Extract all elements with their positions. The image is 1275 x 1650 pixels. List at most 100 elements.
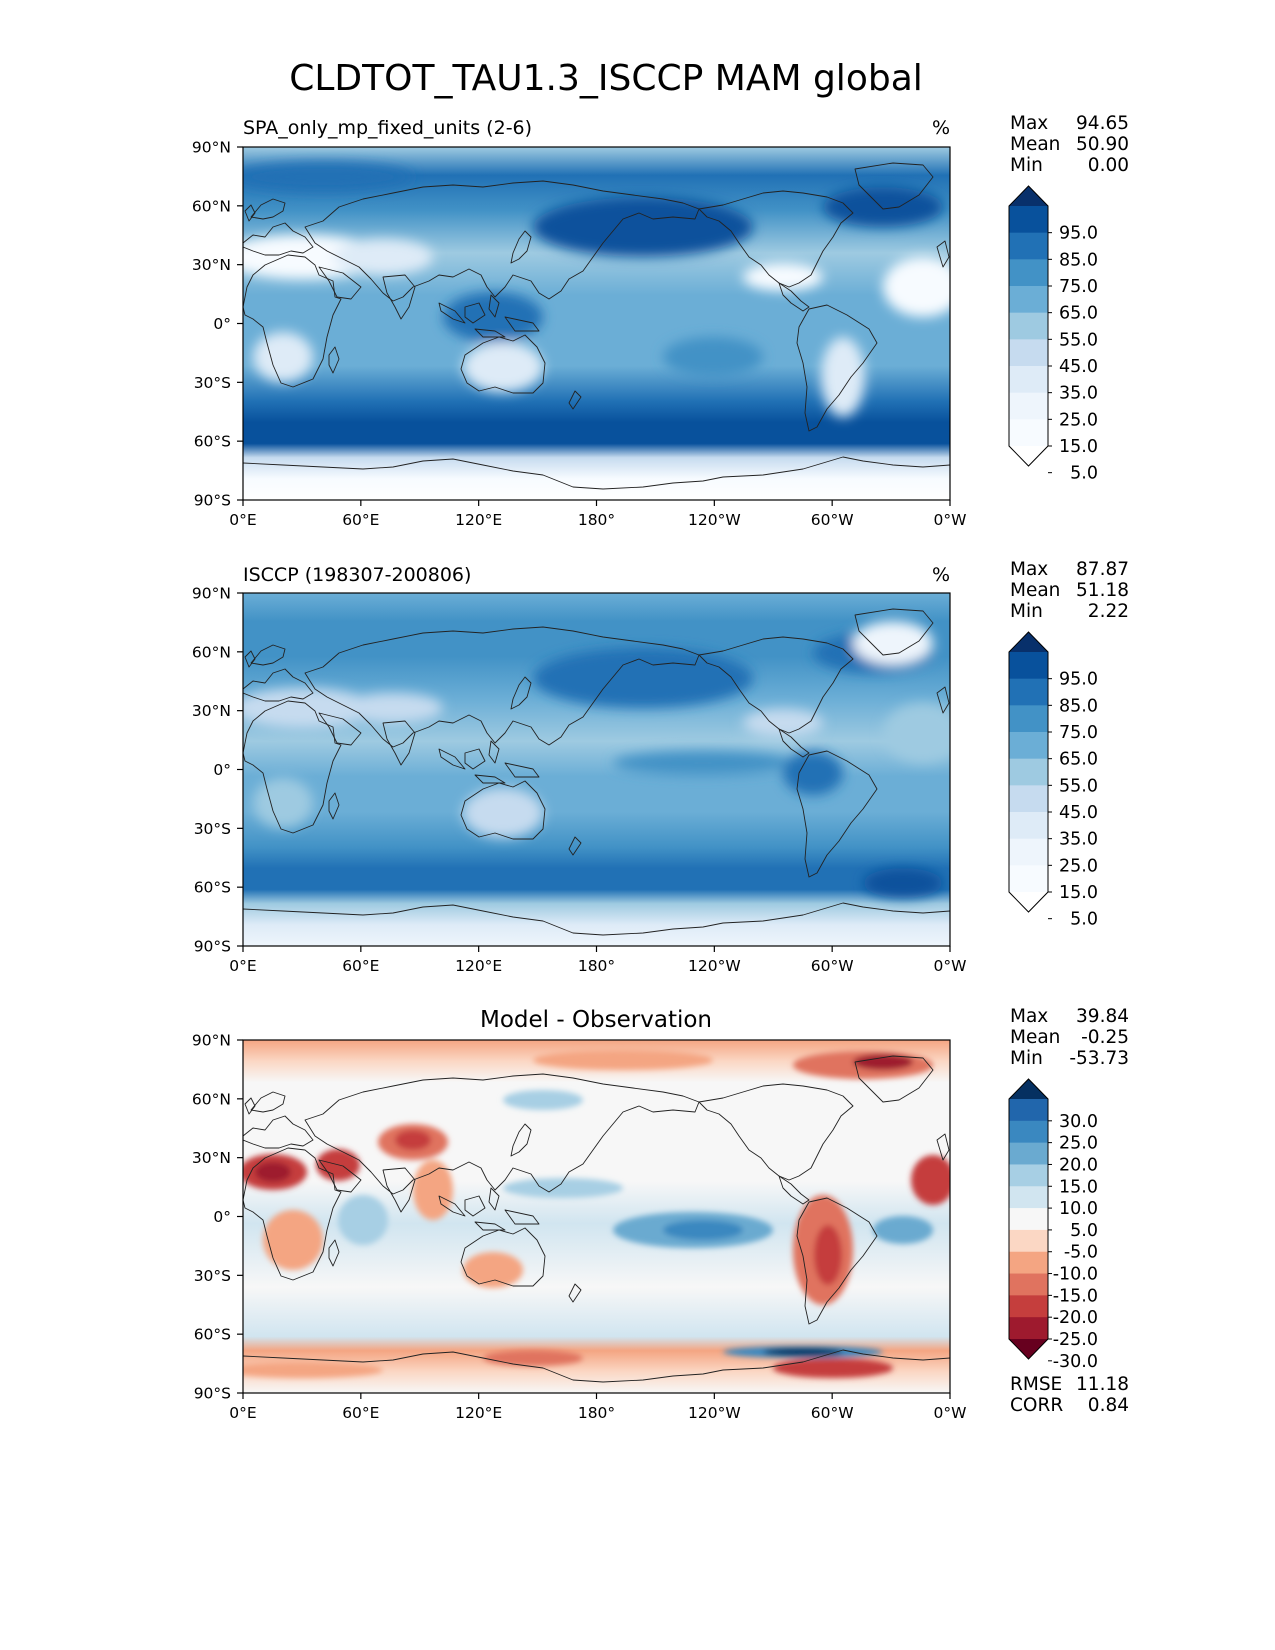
stat-max-label: Max (1010, 113, 1048, 134)
panel-diff: Model - Observation (192, 1006, 1129, 1422)
y-tick-label: 0° (213, 315, 231, 333)
figure-title: CLDTOT_TAU1.3_ISCCP MAM global (289, 58, 923, 99)
colorbar-segment (1009, 1273, 1048, 1296)
colorbar-label: 85.0 (1059, 250, 1098, 270)
colorbar-label: 30.0 (1059, 1112, 1098, 1132)
x-tick-label: 60°W (811, 1404, 854, 1422)
colorbar-cap-top (1009, 186, 1048, 206)
colorbar-label: -10.0 (1053, 1265, 1098, 1285)
stat-min-label: Min (1010, 601, 1043, 622)
y-tick-label: 30°N (192, 256, 231, 274)
colorbar-cap-bottom (1009, 892, 1048, 912)
colorbar-segment (1009, 419, 1048, 447)
y-tick-label: 90°N (192, 585, 231, 603)
colorbar-label: 35.0 (1059, 384, 1098, 404)
colorbar-segment (1009, 232, 1048, 260)
colorbar-label: 65.0 (1059, 304, 1098, 324)
panel-obs: ISCCP (198307-200806) % (192, 559, 1129, 975)
colorbar-segment (1009, 865, 1048, 893)
y-tick-label: 90°S (194, 1385, 231, 1403)
stat-min-label: Min (1010, 1048, 1043, 1069)
colorbar-model: 95.0 85.0 75.0 65.0 55.0 45.0 35.0 25.0 15.0 5.0 (1008, 185, 1098, 484)
map-diff (243, 1040, 950, 1393)
y-tick-label: 90°N (192, 139, 231, 157)
x-tick-label: 180° (578, 1404, 615, 1422)
panel-center-title: Model - Observation (480, 1007, 712, 1033)
map-model (243, 147, 950, 500)
x-tick-label: 0°W (934, 957, 967, 975)
colorbar-label: 10.0 (1059, 1199, 1098, 1219)
colorbar-segment (1009, 259, 1048, 287)
colorbar-segment (1009, 812, 1048, 840)
y-tick-label: 60°S (194, 433, 231, 451)
colorbar-segment (1009, 312, 1048, 340)
colorbar-segment (1009, 339, 1048, 367)
x-tick-label: 0°E (229, 1404, 256, 1422)
colorbar-segment (1009, 1229, 1048, 1253)
colorbar-segment (1009, 758, 1048, 786)
colorbar-segment (1009, 392, 1048, 420)
stats-block: Max 94.65 Mean 50.90 Min 0.00 (1010, 113, 1129, 176)
colorbar-label: 55.0 (1059, 330, 1098, 350)
colorbar-segment (1009, 1120, 1048, 1144)
x-tick-label: 120°E (455, 1404, 502, 1422)
stat-max-label: Max (1010, 559, 1048, 580)
colorbar-label: 25.0 (1059, 856, 1098, 876)
colorbar-segment (1009, 1164, 1048, 1187)
colorbar-segment (1009, 1251, 1048, 1275)
stat-rmse-value: 11.18 (1076, 1374, 1129, 1395)
colorbar-cap-bottom (1009, 446, 1048, 466)
x-tick-label: 120°W (688, 1404, 741, 1422)
stat-max-value: 94.65 (1076, 113, 1129, 134)
stat-mean-value: -0.25 (1081, 1027, 1129, 1048)
colorbar-label: -25.0 (1053, 1330, 1098, 1350)
y-tick-label: 60°S (194, 879, 231, 897)
colorbar-label: 95.0 (1059, 224, 1098, 244)
x-tick-label: 120°W (688, 511, 741, 529)
y-tick-label: 90°S (194, 492, 231, 510)
colorbar-label: 55.0 (1059, 776, 1098, 796)
x-tick-label: 60°W (811, 511, 854, 529)
colorbar-label: 15.0 (1059, 437, 1098, 457)
y-tick-label: 60°N (192, 1090, 231, 1108)
colorbar-diff: 30.025.020.015.010.05.0-5.0-10.0-15.0-20… (1008, 1078, 1098, 1372)
stat-mean-value: 50.90 (1076, 134, 1129, 155)
stats-block: Max 39.84 Mean -0.25 Min -53.73 (1010, 1006, 1129, 1069)
colorbar-label: 75.0 (1059, 723, 1098, 743)
stat-mean-label: Mean (1010, 580, 1060, 601)
y-tick-label: 60°N (192, 197, 231, 215)
colorbar-label: 5.0 (1070, 464, 1098, 484)
colorbar-label: -20.0 (1053, 1308, 1098, 1328)
x-tick-label: 60°E (342, 511, 379, 529)
x-tick-label: 0°W (934, 511, 967, 529)
colorbar-segment (1009, 652, 1048, 680)
x-tick-label: 0°E (229, 511, 256, 529)
colorbar-obs: 95.0 85.0 75.0 65.0 55.0 45.0 35.0 25.0 15.0 5.0 (1008, 631, 1098, 930)
stat-min-label: Min (1010, 155, 1043, 176)
panel-left-title: ISCCP (198307-200806) (243, 564, 471, 586)
y-tick-label: 30°N (192, 702, 231, 720)
y-tick-label: 60°S (194, 1326, 231, 1344)
colorbar-segment (1009, 1142, 1048, 1165)
colorbar-segment (1009, 1208, 1048, 1231)
y-tick-label: 30°S (194, 1267, 231, 1285)
colorbar-label: 25.0 (1059, 410, 1098, 430)
x-tick-label: 60°W (811, 957, 854, 975)
x-tick-label: 0°W (934, 1404, 967, 1422)
x-tick-label: 0°E (229, 957, 256, 975)
colorbar-label: -30.0 (1053, 1352, 1098, 1372)
colorbar-segment (1009, 838, 1048, 866)
y-tick-label: 30°S (194, 374, 231, 392)
colorbar-label: 20.0 (1059, 1155, 1098, 1175)
colorbar-cap-top (1009, 632, 1048, 652)
colorbar-segment (1009, 206, 1048, 234)
colorbar-cap-top (1009, 1079, 1048, 1099)
x-tick-label: 60°E (342, 957, 379, 975)
colorbar-label: 45.0 (1059, 803, 1098, 823)
panel-units: % (932, 564, 950, 586)
map-obs (243, 593, 950, 946)
stat-mean-label: Mean (1010, 134, 1060, 155)
colorbar-label: 5.0 (1070, 910, 1098, 930)
colorbar-label: 15.0 (1059, 883, 1098, 903)
